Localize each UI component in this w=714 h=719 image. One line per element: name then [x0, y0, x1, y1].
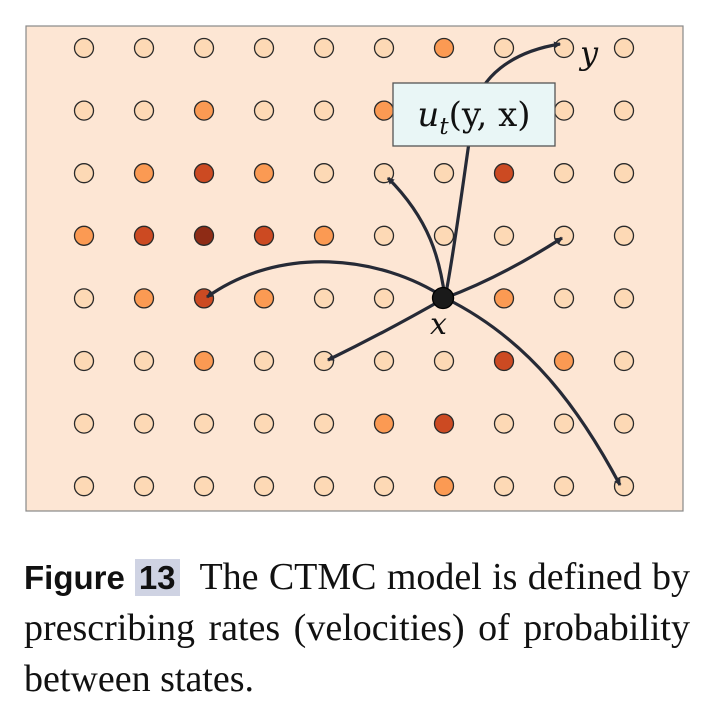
arrow-far-left [206, 260, 446, 300]
rate-label-subscript: t [439, 114, 449, 140]
state-node [253, 413, 275, 434]
current-state-node [431, 286, 455, 310]
state-node [313, 288, 335, 309]
state-node [613, 413, 635, 434]
state-node [193, 225, 215, 246]
state-node [493, 350, 515, 372]
state-node [73, 413, 95, 434]
figure-caption: Figure 13 The CTMC model is defined by p… [24, 552, 690, 705]
state-node [133, 476, 155, 497]
state-node [373, 37, 395, 59]
state-node [493, 476, 515, 497]
state-node [553, 163, 575, 184]
state-node [553, 350, 575, 372]
state-node [133, 288, 155, 309]
state-node [133, 37, 155, 59]
state-node [373, 350, 395, 372]
state-node [433, 350, 455, 372]
state-node [553, 413, 575, 434]
state-node [73, 350, 95, 372]
state-node [253, 350, 275, 372]
state-node [313, 100, 335, 121]
state-node [253, 163, 275, 184]
state-node [313, 476, 335, 497]
state-node [493, 225, 515, 246]
state-node [73, 288, 95, 309]
state-node [553, 100, 575, 121]
state-node [613, 100, 635, 121]
state-node [313, 350, 335, 372]
label-x: x [430, 307, 447, 342]
state-node [613, 288, 635, 309]
state-node [73, 225, 95, 246]
state-node [373, 288, 395, 309]
state-node [193, 350, 215, 372]
state-node [433, 413, 455, 434]
state-node [73, 163, 95, 184]
rate-label-u: u [417, 95, 439, 135]
state-node [493, 37, 515, 59]
state-node [193, 476, 215, 497]
state-node [613, 163, 635, 184]
state-node [133, 163, 155, 184]
state-node [73, 476, 95, 497]
arrow-down-left [327, 296, 446, 362]
ctmc-diagram: x y ut(y, x) [25, 25, 684, 512]
state-node [613, 37, 635, 59]
state-node [553, 37, 575, 59]
state-node [133, 100, 155, 121]
state-node [73, 37, 95, 59]
figure-label-word: Figure [24, 559, 125, 596]
rate-label: ut(y, x) [417, 95, 530, 140]
state-node [373, 476, 395, 497]
state-node [373, 413, 395, 434]
state-node [133, 225, 155, 246]
state-node [253, 288, 275, 309]
state-node [613, 350, 635, 372]
state-node [193, 37, 215, 59]
arrow-up-left [386, 176, 447, 299]
state-node [313, 225, 335, 246]
rate-label-args: (y, x) [449, 95, 531, 135]
state-node [193, 413, 215, 434]
label-y: y [578, 34, 599, 72]
state-node [193, 288, 215, 309]
state-node [133, 413, 155, 434]
state-node [133, 350, 155, 372]
state-node [493, 288, 515, 309]
state-node [373, 100, 395, 121]
state-node [493, 413, 515, 434]
state-node [193, 163, 215, 184]
state-node [253, 100, 275, 121]
state-node [433, 37, 455, 59]
state-space-panel [25, 25, 684, 512]
state-node [553, 476, 575, 497]
state-node [253, 225, 275, 246]
figure-number: 13 [134, 559, 180, 596]
state-node [313, 37, 335, 59]
figure-label: Figure 13 [24, 559, 180, 596]
state-node [253, 37, 275, 59]
arrow-up-right [444, 236, 563, 300]
state-node [313, 413, 335, 434]
rate-label-background [392, 82, 556, 147]
caption-text: The CTMC model is defined by prescribing… [24, 556, 690, 700]
arrow-down-right [444, 296, 622, 486]
state-node [73, 100, 95, 121]
state-grid [73, 37, 635, 497]
state-node [433, 476, 455, 497]
state-node [433, 163, 455, 184]
state-node [373, 225, 395, 246]
rate-label-box: ut(y, x) [392, 82, 556, 147]
state-node [313, 163, 335, 184]
state-node [553, 288, 575, 309]
state-node [493, 163, 515, 184]
state-node [613, 225, 635, 246]
state-node [253, 476, 275, 497]
state-node [193, 100, 215, 121]
state-node [433, 225, 455, 246]
